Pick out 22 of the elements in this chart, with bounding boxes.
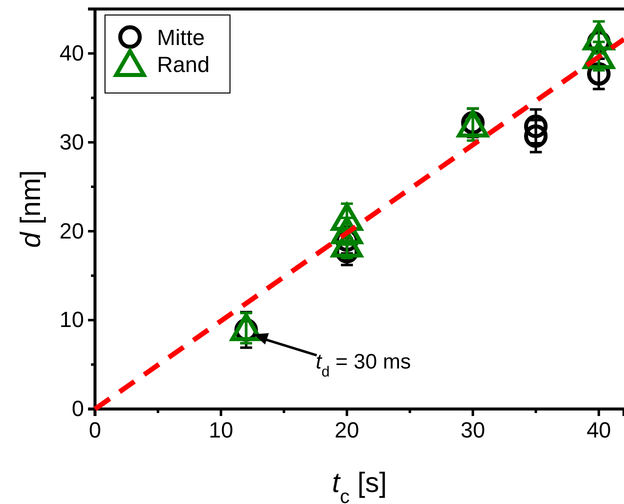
- point: [583, 41, 615, 70]
- x-axis-title: t$_{c}$ [s]: [332, 467, 387, 504]
- legend-label: Rand: [157, 52, 210, 77]
- y-tick-label: 20: [60, 218, 84, 244]
- point: [457, 110, 489, 138]
- y-axis-title: d [nm]: [15, 170, 46, 248]
- y-tick-label: 40: [60, 40, 84, 66]
- x-tick-label: 20: [334, 418, 360, 443]
- x-tick-label: 40: [586, 418, 612, 443]
- point: [524, 114, 548, 138]
- legend-label: Mitte: [157, 25, 205, 50]
- point: [230, 313, 262, 342]
- y-tick-label: 0: [72, 396, 84, 422]
- point: [331, 216, 363, 244]
- y-tick-label: 10: [60, 307, 84, 332]
- point: [583, 22, 615, 50]
- annotation: t$_{d}$ = 30 ms: [316, 350, 411, 380]
- x-tick-label: 0: [88, 418, 102, 443]
- y-tick-label: 30: [60, 129, 84, 154]
- x-tick-label: 10: [208, 418, 234, 443]
- point: [524, 124, 548, 148]
- x-tick-label: 30: [460, 418, 486, 443]
